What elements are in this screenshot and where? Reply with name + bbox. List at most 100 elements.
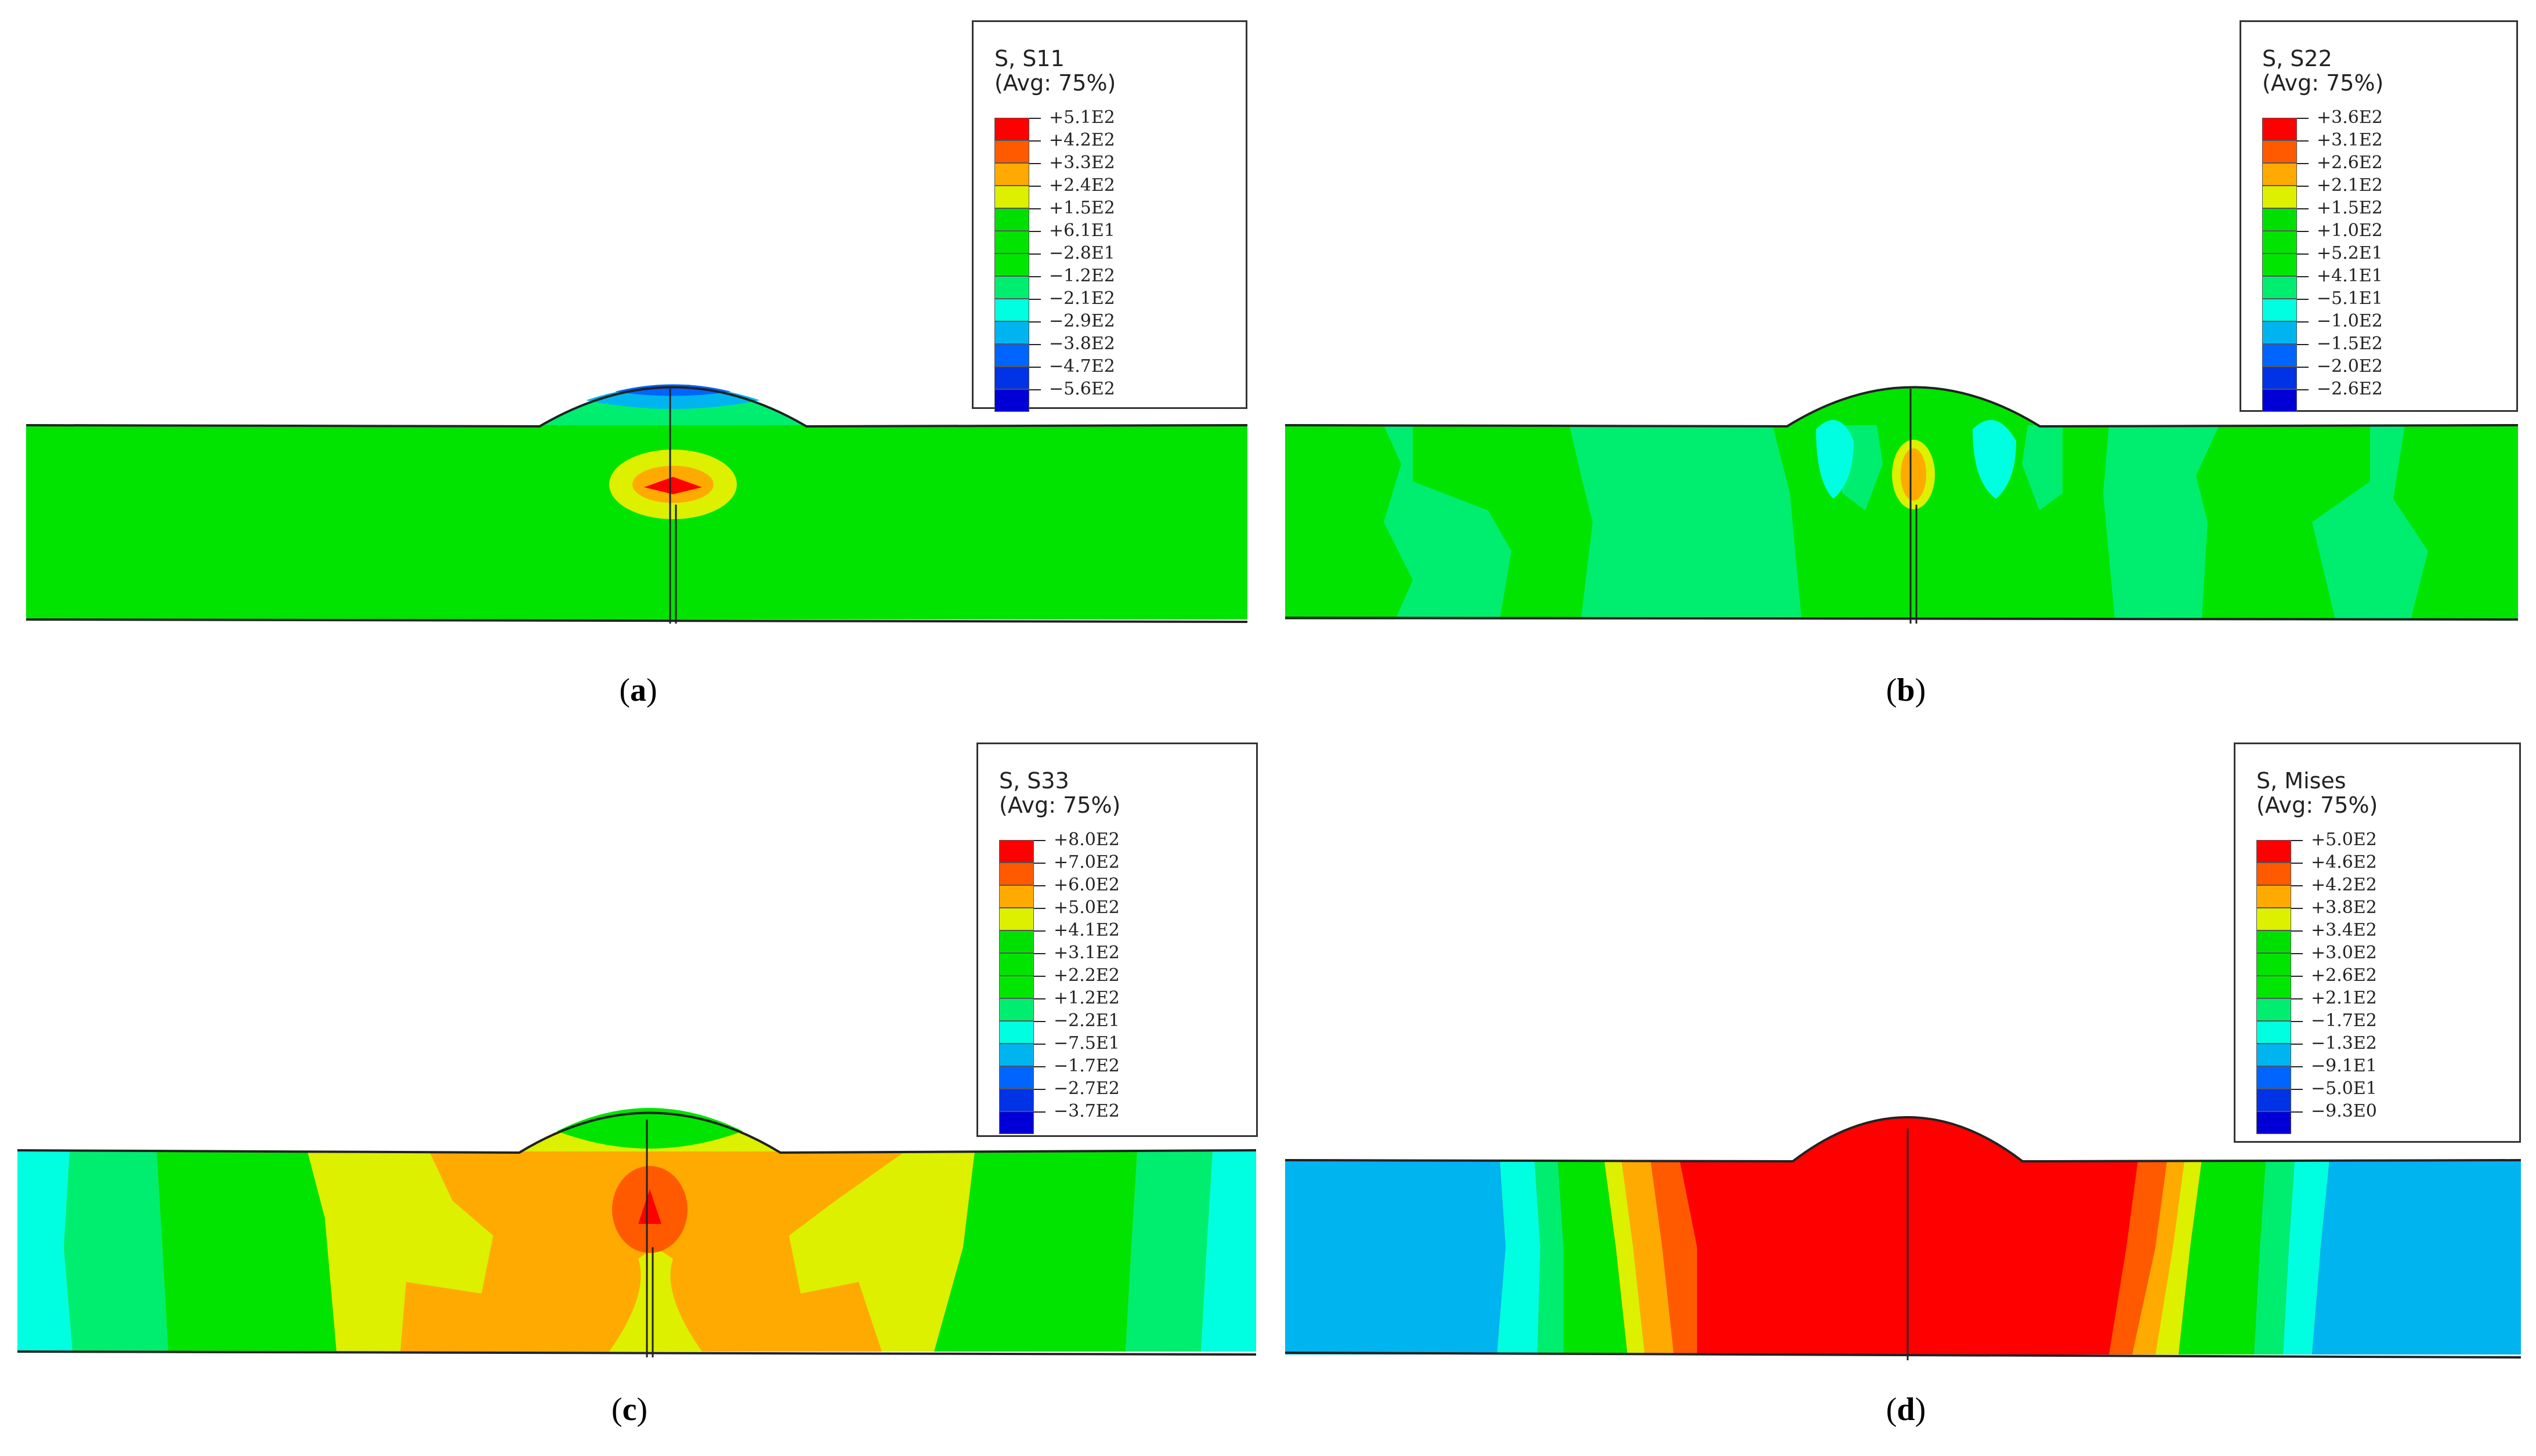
legend-value: +6.1E1 bbox=[1049, 220, 1115, 241]
legend-tick bbox=[2297, 186, 2309, 187]
legend-value: −2.7E2 bbox=[1054, 1078, 1120, 1099]
band-light-left-d bbox=[1535, 1160, 1564, 1354]
panel-a: S, S11 (Avg: 75%) +5.1E2 +4.2E2 +3.3E2 +2.4… bbox=[0, 0, 1268, 725]
band-light-right-d bbox=[2254, 1160, 2295, 1354]
legend-swatch bbox=[2256, 953, 2291, 976]
band-light-right-b bbox=[2022, 425, 2063, 510]
plate-outline-b bbox=[1285, 386, 2519, 621]
legend-value: +2.1E2 bbox=[2311, 988, 2377, 1008]
legend-tick bbox=[2297, 231, 2309, 232]
legend-value: +2.4E2 bbox=[1049, 175, 1115, 195]
legend-tick bbox=[1034, 998, 1045, 999]
legend-swatch bbox=[2262, 276, 2297, 299]
legend-value: +3.0E2 bbox=[2311, 943, 2377, 963]
legend-value: +3.1E2 bbox=[2317, 130, 2383, 150]
legend-swatch bbox=[2262, 186, 2297, 208]
legend-value: +5.1E2 bbox=[1049, 107, 1115, 128]
contour-plot-a bbox=[26, 384, 1248, 624]
legend-avg: (Avg: 75%) bbox=[2262, 70, 2384, 96]
legend-tick bbox=[2291, 840, 2303, 841]
legend-value: −7.5E1 bbox=[1054, 1033, 1120, 1053]
band-green-mid-left-b bbox=[1413, 425, 1593, 620]
legend-tick bbox=[1034, 1021, 1045, 1022]
legend-swatch bbox=[999, 840, 1034, 863]
band-green-left-b bbox=[1285, 425, 1413, 620]
legend-swatch bbox=[994, 140, 1029, 163]
legend-swatch bbox=[994, 367, 1029, 389]
legend-swatch bbox=[2256, 998, 2291, 1021]
center-yellow-c bbox=[609, 1247, 702, 1352]
legend-value: −1.2E2 bbox=[1049, 266, 1115, 286]
legend-tick bbox=[1029, 163, 1041, 164]
band-green-left-d bbox=[1558, 1160, 1627, 1354]
legend-tick bbox=[1034, 863, 1045, 864]
band-blue-left-d bbox=[1285, 1160, 1506, 1354]
legend-swatch bbox=[2262, 163, 2297, 186]
legend-title: S, S33 bbox=[999, 768, 1069, 794]
legend-value: −4.7E2 bbox=[1049, 356, 1115, 376]
legend-tick bbox=[1034, 885, 1045, 886]
legend-value: +2.1E2 bbox=[2317, 175, 2383, 195]
legend-tick bbox=[2291, 1044, 2303, 1045]
legend-tick bbox=[2291, 1066, 2303, 1067]
legend-value: −9.1E1 bbox=[2311, 1056, 2377, 1076]
band-orange-left-d bbox=[1622, 1160, 1674, 1354]
legend-value: −5.1E1 bbox=[2317, 288, 2383, 309]
legend-value: +1.0E2 bbox=[2317, 220, 2383, 241]
legend-swatch bbox=[2256, 1089, 2291, 1111]
legend-tick bbox=[2291, 1111, 2303, 1113]
legend-value: −3.7E2 bbox=[1054, 1101, 1120, 1121]
legend-tick bbox=[1034, 953, 1045, 954]
band-darkorange-left-d bbox=[1651, 1160, 1697, 1354]
legend-tick bbox=[2291, 863, 2303, 864]
legend-value: −5.6E2 bbox=[1049, 379, 1115, 399]
legend-swatch bbox=[999, 930, 1034, 953]
legend-value: +3.1E2 bbox=[1054, 943, 1120, 963]
band-green-right-d bbox=[2179, 1160, 2266, 1354]
band-green-mid-right-b bbox=[2196, 425, 2370, 620]
band-darkorange-right-d bbox=[2109, 1160, 2167, 1354]
legend-swatch bbox=[2262, 367, 2297, 389]
legend-tick bbox=[2297, 208, 2309, 209]
legend-tick bbox=[2291, 953, 2303, 954]
plate-a bbox=[26, 425, 1247, 620]
legend-value: +3.8E2 bbox=[2311, 897, 2377, 918]
legend-swatch bbox=[994, 118, 1029, 140]
band-green-right-b bbox=[2393, 425, 2518, 620]
legend-tick bbox=[1029, 140, 1041, 142]
legend-value: +3.4E2 bbox=[2311, 920, 2377, 940]
legend-swatch bbox=[994, 321, 1029, 344]
band-cyan-right-c bbox=[1201, 1151, 1256, 1352]
legend-swatch bbox=[999, 1021, 1034, 1044]
legend-swatch bbox=[2256, 863, 2291, 885]
legend-tick bbox=[2297, 163, 2309, 164]
legend-swatch bbox=[994, 276, 1029, 299]
legend-swatch bbox=[2262, 344, 2297, 367]
legend-value: +1.5E2 bbox=[2317, 198, 2383, 218]
legend-c: S, S33 (Avg: 75%) +8.0E2 +7.0E2 +6.0E2 +5.0… bbox=[976, 743, 1258, 1137]
legend-value: −1.7E2 bbox=[2311, 1010, 2377, 1031]
legend-value: +1.2E2 bbox=[1054, 988, 1120, 1008]
legend-value: +1.5E2 bbox=[1049, 198, 1115, 218]
legend-a: S, S11 (Avg: 75%) +5.1E2 +4.2E2 +3.3E2 +2.4… bbox=[972, 20, 1247, 412]
legend-swatch bbox=[994, 299, 1029, 321]
legend-swatch bbox=[2262, 118, 2297, 140]
band-cyan-right-d bbox=[2283, 1160, 2329, 1354]
legend-value: −2.0E2 bbox=[2317, 356, 2383, 376]
band-blue-right-d bbox=[2312, 1160, 2521, 1354]
cyan-lobe-right-b bbox=[1973, 420, 2016, 499]
band-yellow-right-d bbox=[2155, 1160, 2202, 1354]
legend-value: −3.8E2 bbox=[1049, 334, 1115, 354]
legend-swatch bbox=[2256, 930, 2291, 953]
legend-value: +6.0E2 bbox=[1054, 875, 1120, 895]
caption-b: (b) bbox=[1886, 672, 1926, 708]
legend-value: +2.6E2 bbox=[2311, 965, 2377, 986]
legend-tick bbox=[2297, 389, 2309, 390]
legend-value: +4.1E2 bbox=[1054, 920, 1120, 940]
legend-value: +4.2E2 bbox=[1049, 130, 1115, 150]
legend-avg: (Avg: 75%) bbox=[999, 792, 1121, 818]
panel-d: S, Mises (Avg: 75%) +5.0E2 +4.6E2 +4.2E2 +3… bbox=[1268, 725, 2536, 1456]
legend-tick bbox=[2291, 885, 2303, 886]
legend-swatch bbox=[999, 1089, 1034, 1111]
legend-swatch bbox=[2256, 1111, 2291, 1134]
